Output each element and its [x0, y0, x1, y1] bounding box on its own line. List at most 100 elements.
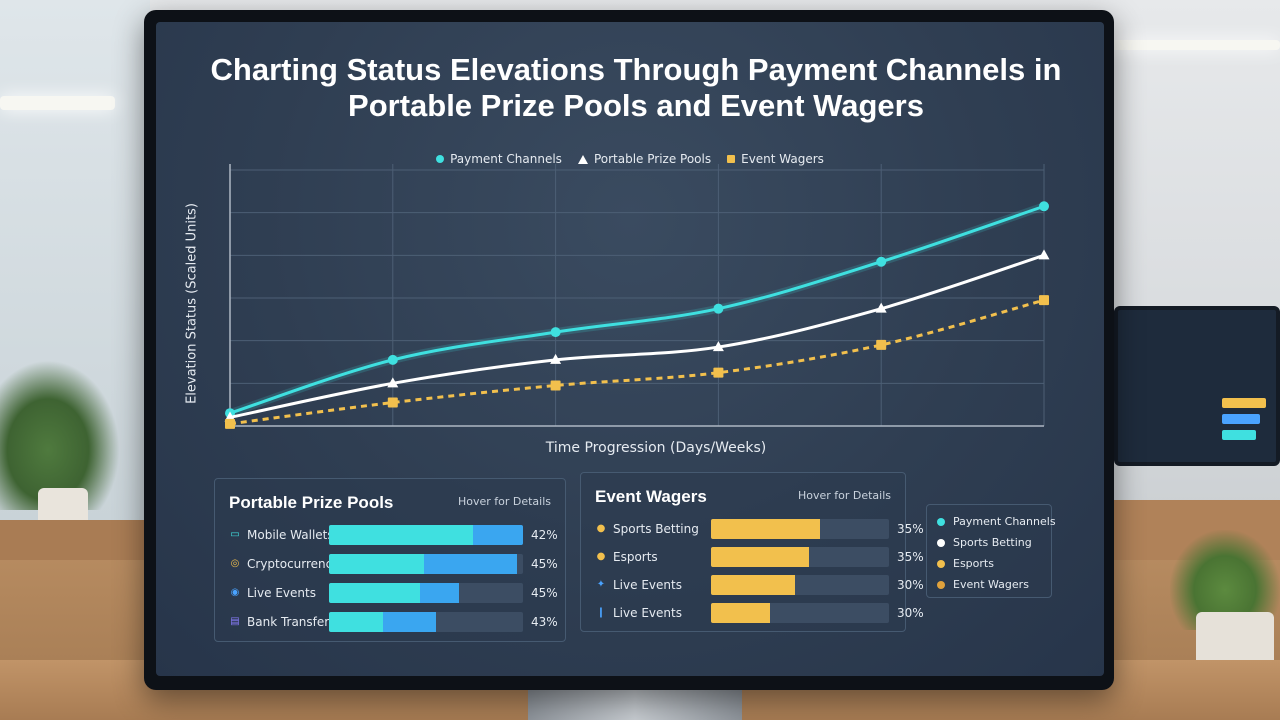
esports-icon: ● — [596, 551, 606, 562]
data-point-payment-channels — [1039, 201, 1049, 212]
data-point-payment-channels — [550, 327, 561, 338]
dot-icon — [937, 517, 945, 526]
list-item-label: Live Events — [247, 586, 316, 600]
legend-label: Payment Channels — [450, 152, 562, 166]
progress-bar[interactable] — [711, 519, 889, 539]
list-item[interactable]: ● Esports — [595, 547, 658, 567]
progress-bar[interactable] — [711, 575, 889, 595]
data-point-event-wagers — [1039, 295, 1049, 306]
list-item[interactable]: ◉ Live Events — [229, 583, 316, 603]
monitor-screen: Charting Status Elevations Through Payme… — [156, 22, 1104, 676]
data-point-payment-channels — [876, 256, 887, 267]
data-point-event-wagers — [225, 418, 235, 429]
legend-label: Portable Prize Pools — [593, 152, 712, 166]
progress-fill — [711, 575, 795, 595]
legend-item[interactable]: Esports — [937, 557, 994, 570]
legend-label: Event Wagers — [741, 152, 824, 166]
progress-bar[interactable] — [329, 554, 523, 574]
data-point-portable-prize-pools — [875, 302, 887, 313]
progress-fill-secondary — [420, 583, 459, 603]
list-item-label: Live Events — [613, 578, 682, 592]
progress-bar[interactable] — [329, 612, 523, 632]
background-monitor — [1114, 306, 1280, 466]
ceiling-light-right — [1090, 40, 1280, 50]
live-event-icon: ◉ — [230, 587, 240, 598]
percentage-label: 43% — [531, 615, 558, 629]
progress-bar[interactable] — [711, 547, 889, 567]
progress-bar[interactable] — [711, 603, 889, 623]
percentage-label: 30% — [897, 606, 924, 620]
lightning-icon: ❙ — [596, 607, 606, 618]
triangle-marker-icon — [577, 154, 588, 164]
progress-bar[interactable] — [329, 525, 523, 545]
data-point-event-wagers — [876, 339, 887, 350]
list-item[interactable]: ▭ Mobile Wallets — [229, 525, 334, 545]
list-item-label: Cryptocurrency — [247, 557, 340, 571]
progress-fill-primary — [329, 554, 425, 574]
bank-icon: ▤ — [230, 616, 240, 627]
legend-item[interactable]: Sports Betting — [937, 536, 1032, 549]
chart-legend: Payment Channels Portable Prize Pools Ev… — [156, 152, 1104, 166]
hover-hint[interactable]: Hover for Details — [797, 489, 891, 502]
legend-item-portable-prize-pools[interactable]: Portable Prize Pools — [577, 152, 712, 166]
series-line-portable-prize-pools — [229, 253, 1045, 419]
panel-title: Event Wagers — [595, 487, 707, 506]
percentage-label: 45% — [531, 586, 558, 600]
data-point-portable-prize-pools — [1038, 249, 1050, 260]
list-item[interactable]: ● Sports Betting — [595, 519, 699, 539]
portable-prize-pools-panel: Portable Prize Pools Hover for Details ▭… — [214, 478, 566, 642]
percentage-label: 42% — [531, 528, 558, 542]
progress-fill-secondary — [383, 612, 436, 632]
list-item[interactable]: ▤ Bank Transfers — [229, 612, 335, 632]
legend-item-event-wagers[interactable]: Event Wagers — [727, 152, 824, 166]
series-glow-payment-channels — [228, 202, 1046, 418]
progress-fill-secondary — [424, 554, 518, 574]
progress-fill-primary — [329, 525, 473, 545]
hover-hint[interactable]: Hover for Details — [457, 495, 551, 508]
percentage-label: 35% — [897, 550, 924, 564]
percentage-label: 45% — [531, 557, 558, 571]
wallet-icon: ▭ — [230, 529, 240, 540]
background-desk-left — [0, 520, 150, 560]
x-axis-label: Time Progression (Days/Weeks) — [545, 440, 767, 456]
event-wagers-panel: Event Wagers Hover for Details ● Sports B… — [580, 472, 924, 632]
progress-fill-primary — [329, 612, 384, 632]
legend-item-payment-channels[interactable]: Payment Channels — [436, 152, 562, 166]
list-item[interactable]: ❙ Live Events — [595, 603, 682, 623]
data-point-event-wagers — [387, 397, 398, 408]
list-item[interactable]: ✦ Live Events — [595, 575, 682, 595]
circle-marker-icon — [436, 155, 445, 163]
data-point-payment-channels — [387, 354, 398, 365]
line-chart — [224, 164, 1050, 429]
list-item-label: Bank Transfers — [247, 615, 336, 629]
dot-icon — [937, 580, 945, 589]
series-line-payment-channels — [229, 204, 1045, 415]
list-item-label: Live Events — [613, 606, 682, 620]
data-point-portable-prize-pools — [712, 341, 724, 352]
data-point-portable-prize-pools — [550, 353, 562, 364]
series-line-event-wagers — [229, 298, 1045, 426]
progress-fill — [711, 603, 770, 623]
coin-icon: ◎ — [230, 558, 240, 569]
list-item-label: Esports — [613, 550, 658, 564]
ceiling-light-left — [0, 96, 115, 110]
progress-bar[interactable] — [329, 583, 523, 603]
legend-item[interactable]: Event Wagers — [937, 578, 1029, 591]
list-item[interactable]: ◎ Cryptocurrency — [229, 554, 340, 574]
background-plant-left — [0, 360, 120, 510]
data-point-payment-channels — [713, 303, 724, 314]
progress-fill — [711, 547, 809, 567]
percentage-label: 35% — [897, 522, 924, 536]
progress-fill-secondary — [472, 525, 523, 545]
progress-fill — [711, 519, 820, 539]
dot-icon — [937, 538, 945, 547]
data-point-event-wagers — [550, 380, 561, 391]
list-item-label: Sports Betting — [613, 522, 699, 536]
secondary-legend: Payment Channels Sports Betting Esports … — [926, 504, 1056, 598]
data-point-event-wagers — [713, 367, 724, 378]
list-item-label: Mobile Wallets — [247, 528, 334, 542]
legend-item[interactable]: Payment Channels — [937, 515, 1056, 528]
live-event-icon: ✦ — [596, 579, 606, 590]
y-axis-label: Elevation Status (Scaled Units) — [184, 203, 200, 404]
square-marker-icon — [727, 155, 736, 163]
